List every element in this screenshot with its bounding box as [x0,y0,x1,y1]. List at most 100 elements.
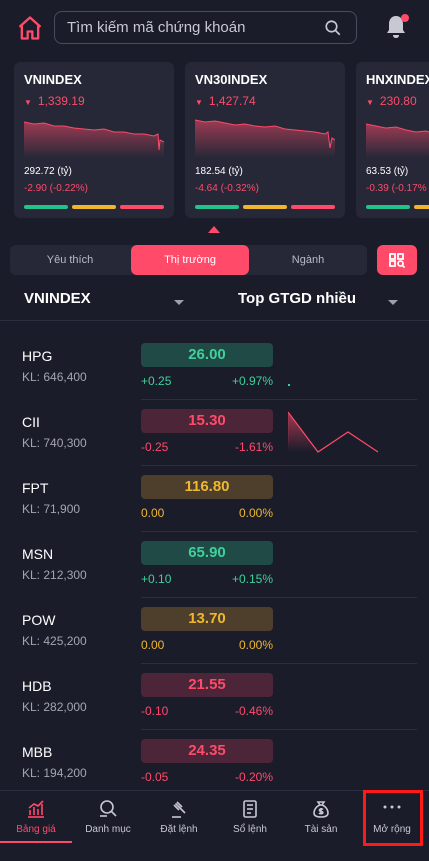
stock-volume: KL: 740,300 [22,436,87,450]
nav-label: Đặt lệnh [160,824,198,835]
stock-volume: KL: 282,000 [22,700,87,714]
tab-favorites[interactable]: Yêu thích [46,254,94,266]
bottom-nav: Bảng giá Danh mục Đặt lệnh Sổ lệnh Tài s… [0,790,429,861]
stock-symbol: HPG [22,348,53,364]
stock-price: 15.30 [141,409,273,433]
table-row[interactable]: HPG KL: 646,400 26.00 +0.25 +0.97% [0,334,429,400]
index-volume: 182.54 (tỷ) [195,166,243,177]
chart-icon [26,799,46,819]
scan-filter-button[interactable] [377,245,417,275]
index-volume: 63.53 (tỷ) [366,166,409,177]
nav-label: Bảng giá [16,824,56,835]
collapse-caret-icon[interactable] [208,226,220,233]
index-sparkline [366,123,429,158]
divider [141,729,417,730]
stock-volume: KL: 194,200 [22,766,87,780]
index-selector[interactable]: VNINDEX [24,290,91,307]
nav-label: Tài sản [304,824,338,835]
index-card[interactable]: VNINDEX ▼ 1,339.19 292.72 (tỷ) -2.90 (-0.… [14,62,174,218]
stock-change: +0.10 [141,572,172,586]
gavel-icon [169,799,189,819]
stock-percent: 0.00% [238,506,273,520]
breadth-bar [195,205,335,209]
stock-percent: -0.20% [234,770,273,784]
index-sparkline [195,119,335,158]
notification-dot [401,14,409,22]
nav-item-order-book[interactable]: Sổ lệnh [214,791,286,845]
nav-label: Sổ lệnh [233,824,267,835]
stock-volume: KL: 425,200 [22,634,87,648]
stock-price: 24.35 [141,739,273,763]
stock-change: +0.25 [141,374,172,388]
home-icon[interactable] [16,14,44,42]
table-row[interactable]: MBB KL: 194,200 24.35 -0.05 -0.20% [0,730,429,796]
stock-price: 21.55 [141,673,273,697]
nav-item-price-board[interactable]: Bảng giá [0,791,72,845]
money-bag-icon [311,799,331,819]
table-row[interactable]: MSN KL: 212,300 65.90 +0.10 +0.15% [0,532,429,598]
table-row[interactable]: POW KL: 425,200 13.70 0.00 0.00% [0,598,429,664]
stock-symbol: MBB [22,744,53,760]
index-card[interactable]: HNXINDEX ▼ 230.80 63.53 (tỷ) -0.39 (-0.17… [356,62,429,218]
breadth-bar [24,205,164,209]
nav-item-place-order[interactable]: Đặt lệnh [143,791,215,845]
list-search-icon [98,799,118,819]
stock-percent: +0.15% [231,572,273,586]
divider [0,320,429,321]
stock-symbol: POW [22,612,56,628]
nav-label: Danh mục [85,824,131,835]
chevron-down-icon[interactable] [174,300,184,305]
notification-bell-icon[interactable] [384,14,409,40]
stock-price: 13.70 [141,607,273,631]
stock-volume: KL: 646,400 [22,370,87,384]
index-cards[interactable]: VNINDEX ▼ 1,339.19 292.72 (tỷ) -2.90 (-0.… [0,62,429,220]
search-input[interactable] [67,12,317,43]
stock-symbol: FPT [22,480,49,496]
highlight-box [363,790,423,846]
search-box[interactable] [54,11,357,44]
nav-item-more[interactable]: Mở rộng [356,791,428,845]
stock-percent: 0.00% [238,638,273,652]
market-tabs: Yêu thích Thị trường Ngành [10,245,367,275]
index-name: HNXINDEX [366,72,429,87]
index-change: -2.90 (-0.22%) [24,183,88,194]
stock-change: -0.25 [141,440,169,454]
stock-percent: -1.61% [234,440,273,454]
tab-market[interactable]: Thị trường [131,245,249,275]
stock-price: 65.90 [141,541,273,565]
stock-percent: -0.46% [234,704,273,718]
nav-item-assets[interactable]: Tài sản [285,791,357,845]
stock-mini-chart [288,411,379,453]
divider [141,597,417,598]
chevron-down-icon[interactable] [388,300,398,305]
stock-change: -0.05 [141,770,169,784]
stock-mini-chart [288,384,290,386]
scan-icon [389,253,406,269]
table-row[interactable]: HDB KL: 282,000 21.55 -0.10 -0.46% [0,664,429,730]
nav-item-portfolio[interactable]: Danh mục [72,791,144,845]
divider [141,465,417,466]
index-change: -4.64 (-0.32%) [195,183,259,194]
stock-symbol: CII [22,414,40,430]
index-card[interactable]: VN30INDEX ▼ 1,427.74 182.54 (tỷ) -4.64 (-… [185,62,345,218]
search-icon[interactable] [324,19,342,37]
index-change: -0.39 (-0.17% [366,183,427,194]
tab-sector[interactable]: Ngành [291,254,325,266]
stock-price: 26.00 [141,343,273,367]
divider [141,663,417,664]
index-name: VN30INDEX [195,72,268,87]
table-row[interactable]: FPT KL: 71,900 116.80 0.00 0.00% [0,466,429,532]
stock-volume: KL: 71,900 [22,502,81,516]
sort-selector[interactable]: Top GTGD nhiều [238,290,357,307]
index-sparkline [24,121,164,158]
nav-label: Mở rộng [373,824,411,835]
index-name: VNINDEX [24,72,82,87]
divider [141,399,417,400]
stock-symbol: HDB [22,678,52,694]
breadth-bar [366,205,429,209]
table-row[interactable]: CII KL: 740,300 15.30 -0.25 -1.61% [0,400,429,466]
document-icon [240,799,260,819]
stock-price: 116.80 [141,475,273,499]
stock-change: -0.10 [141,704,169,718]
stock-volume: KL: 212,300 [22,568,87,582]
